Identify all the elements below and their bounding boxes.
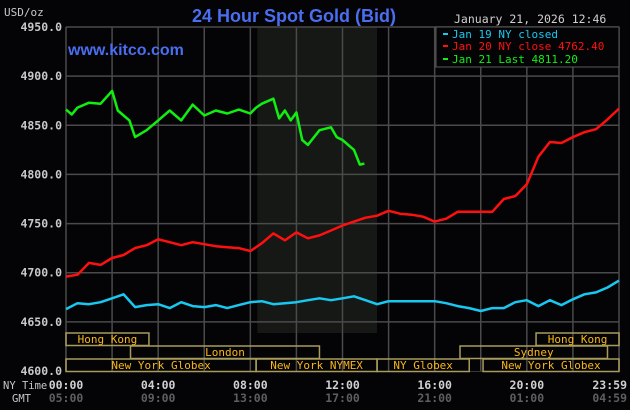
session-label: London — [205, 346, 245, 359]
grid-lines — [65, 26, 620, 372]
session-label: NY Globex — [393, 359, 453, 372]
unit-label: USD/oz — [4, 6, 44, 19]
session-label: New York NYMEX — [270, 359, 363, 372]
session-label: New York Globex — [111, 359, 211, 372]
ny-time-tick: 08:00 — [233, 378, 268, 392]
legend-item-jan19: Jan 19 NY closed — [443, 28, 558, 41]
ny-time-row-label: NY Time — [3, 380, 47, 392]
gmt-time-tick: 04:59 — [592, 391, 627, 405]
y-tick-label: 4600.0 — [20, 364, 62, 378]
legend: Jan 19 NY closed Jan 20 NY close 4762.40… — [435, 26, 620, 68]
session-bar — [65, 332, 150, 347]
y-tick-label: 4900.0 — [20, 69, 62, 83]
y-tick-label: 4700.0 — [20, 266, 62, 280]
legend-swatch-icon — [443, 45, 448, 47]
gmt-time-tick: 09:00 — [141, 391, 176, 405]
ny-time-tick: 12:00 — [325, 378, 360, 392]
gmt-time-tick: 05:00 — [49, 391, 84, 405]
series-line — [65, 279, 620, 313]
gmt-row-label: GMT — [12, 393, 32, 405]
gmt-time-tick: 13:00 — [233, 391, 268, 405]
series-line — [65, 89, 365, 166]
session-bar — [376, 358, 470, 373]
price-series — [65, 89, 620, 313]
session-label: New York Globex — [501, 359, 601, 372]
chart-title: 24 Hour Spot Gold (Bid) — [192, 6, 396, 26]
gmt-time-tick: 17:00 — [325, 391, 360, 405]
ny-time-tick: 20:00 — [510, 378, 545, 392]
series-line — [65, 107, 620, 278]
y-tick-label: 4800.0 — [20, 167, 62, 181]
svg-text:Jan 20 NY close 4762.40: Jan 20 NY close 4762.40 — [452, 40, 604, 53]
ny-time-tick: 00:00 — [49, 378, 84, 392]
legend-swatch-icon — [443, 33, 448, 35]
timestamp: January 21, 2026 12:46 — [454, 12, 606, 26]
svg-text:Jan 21 Last 4811.20: Jan 21 Last 4811.20 — [452, 53, 578, 66]
watermark-link[interactable]: www.kitco.com — [67, 42, 184, 59]
y-tick-label: 4950.0 — [20, 20, 62, 34]
session-label: Hong Kong — [548, 333, 608, 346]
session-bar — [482, 358, 620, 373]
legend-swatch-icon — [443, 58, 448, 60]
legend-item-jan20: Jan 20 NY close 4762.40 — [443, 40, 604, 53]
ny-time-tick: 16:00 — [417, 378, 452, 392]
y-tick-label: 4750.0 — [20, 217, 62, 231]
shaded-session-band — [257, 27, 378, 371]
y-tick-label: 4650.0 — [20, 315, 62, 329]
legend-item-jan21: Jan 21 Last 4811.20 — [443, 53, 578, 66]
session-label: Hong Kong — [78, 333, 138, 346]
ny-time-tick: 23:59 — [592, 378, 627, 392]
svg-text:Jan 19 NY closed: Jan 19 NY closed — [452, 28, 558, 41]
session-label: Sydney — [514, 346, 554, 359]
ny-time-tick: 04:00 — [141, 378, 176, 392]
y-axis-ticks: 4600.0 4650.0 4700.0 4750.0 4800.0 4850.0 4900… — [20, 20, 62, 378]
gmt-time-tick: 21:00 — [417, 391, 452, 405]
gmt-time-tick: 01:00 — [510, 391, 545, 405]
y-tick-label: 4850.0 — [20, 118, 62, 132]
